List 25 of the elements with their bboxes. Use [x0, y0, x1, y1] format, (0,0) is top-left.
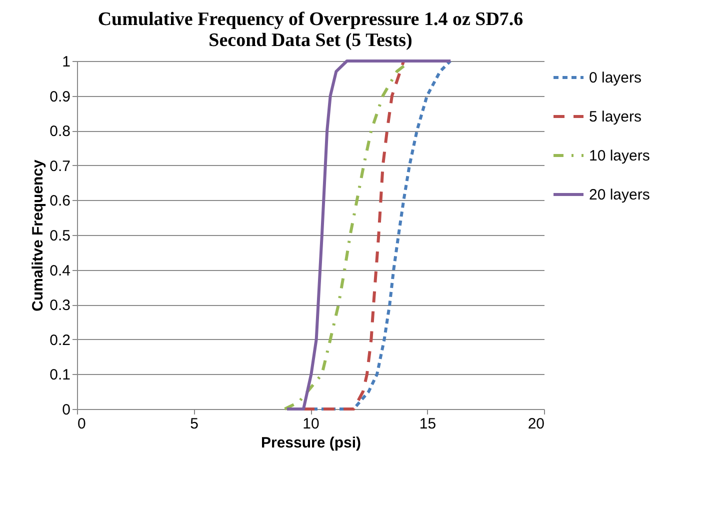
y-tick-label: 1 [62, 54, 70, 70]
y-tick-label: 0.9 [50, 88, 70, 106]
y-tick-label: 0.4 [50, 262, 70, 280]
y-tick-label: 0.3 [50, 297, 70, 314]
line-series [302, 60, 406, 410]
y-tick-label: 0.6 [50, 192, 70, 210]
legend-label: 20 layers [589, 186, 650, 204]
legend-label: 0 layers [589, 70, 642, 86]
x-tick-label: 0 [78, 416, 86, 432]
y-tick-label: 0 [62, 402, 70, 418]
y-tick-label: 0.1 [50, 366, 70, 384]
x-tick-label: 20 [528, 416, 544, 432]
y-tick-label: 0.5 [50, 228, 70, 244]
y-tick-label: 0.7 [50, 158, 70, 175]
x-axis-title: Pressure (psi) [260, 434, 362, 452]
x-tick-label: 5 [190, 416, 198, 432]
text: Cumulative Frequency of Overpressure 1.4 oz SD7.6 [98, 9, 524, 30]
x-tick-label: 10 [302, 416, 320, 432]
legend-label: 10 layers [589, 148, 650, 164]
x-tick-label: 15 [419, 416, 436, 432]
text: Second Data Set (5 Tests) [208, 30, 412, 51]
y-tick-label: 0.8 [50, 123, 70, 140]
y-tick-label: 0.2 [50, 332, 70, 349]
y-axis-title: Cumalitve Frequency [30, 158, 47, 312]
legend-label: 5 layers [589, 108, 642, 126]
